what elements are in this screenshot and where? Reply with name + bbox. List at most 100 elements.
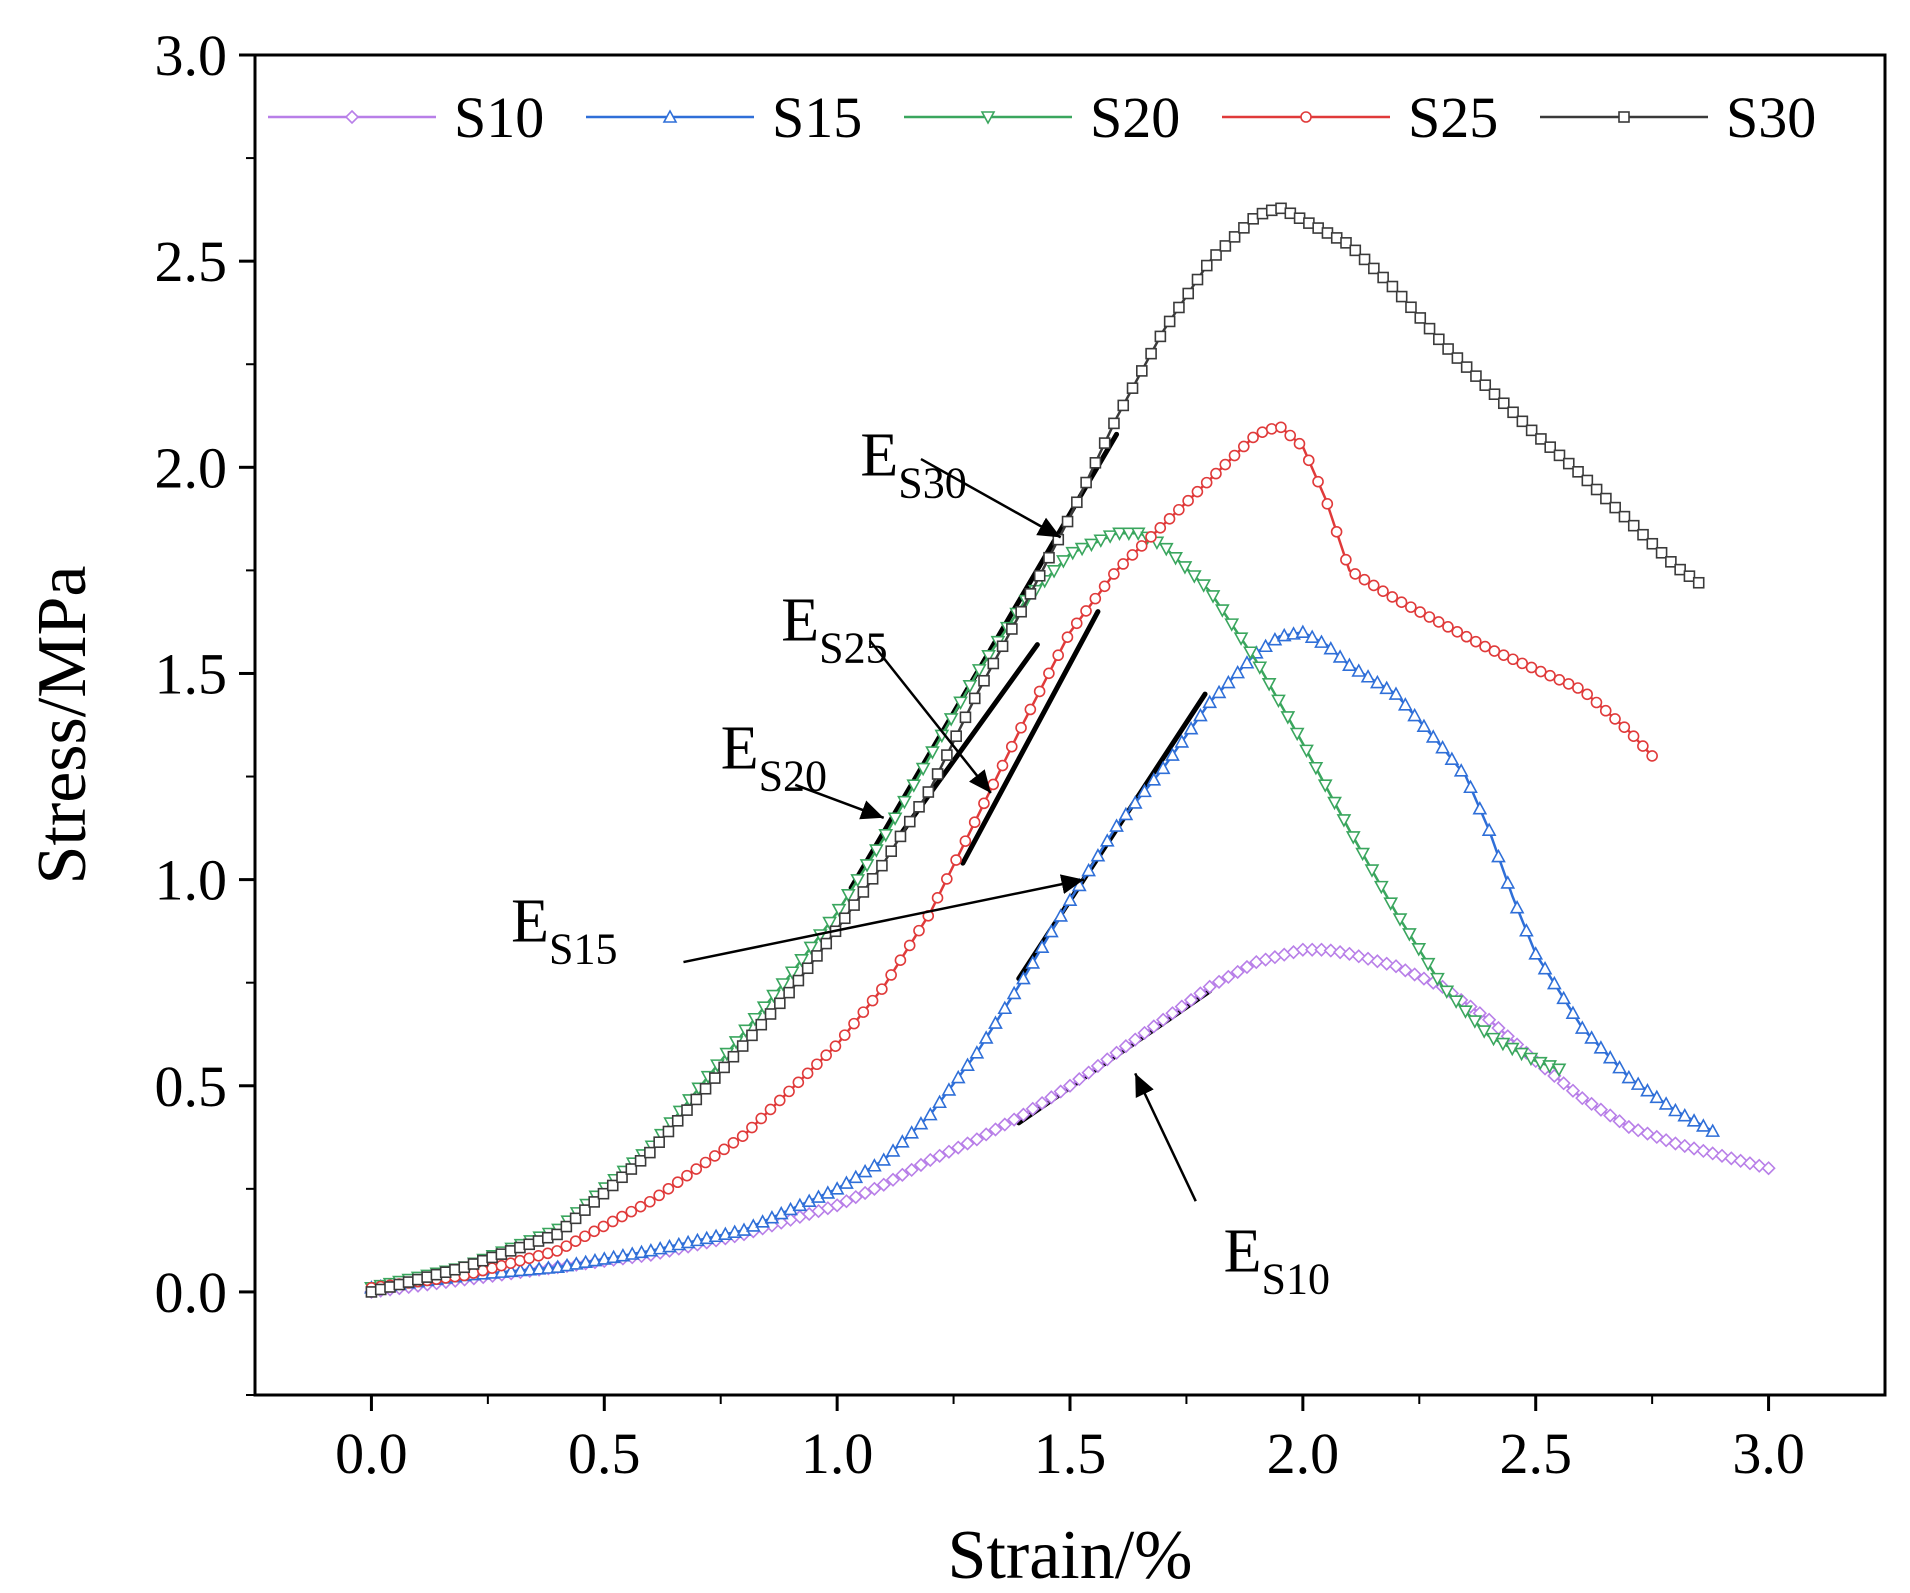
data-point: [894, 954, 907, 966]
data-point: [1228, 231, 1241, 243]
data-point: [541, 1260, 556, 1274]
data-point: [1327, 796, 1342, 811]
data-point: [690, 1163, 703, 1175]
data-point: [1043, 667, 1055, 680]
data-point: [859, 859, 875, 873]
data-point: [1481, 822, 1497, 836]
annotation-label-s15: ES15: [511, 887, 617, 973]
data-point: [709, 1072, 721, 1084]
data-point: [1265, 423, 1278, 435]
data-point: [1433, 333, 1445, 346]
data-point: [1600, 492, 1612, 505]
data-point: [1109, 1045, 1124, 1060]
legend-item-s20: S20: [904, 85, 1180, 150]
data-point: [1430, 972, 1445, 987]
data-point: [913, 1116, 929, 1130]
data-point: [783, 1085, 795, 1098]
data-point: [1631, 1123, 1646, 1138]
data-point: [1183, 992, 1199, 1008]
data-point: [1546, 975, 1562, 990]
data-point: [1528, 946, 1544, 960]
data-point: [1267, 631, 1283, 646]
data-point: [1065, 546, 1081, 561]
data-point: [1025, 955, 1041, 969]
data-point: [1098, 580, 1111, 593]
data-point: [1332, 945, 1348, 960]
data-point: [1472, 801, 1488, 815]
data-point: [783, 1201, 798, 1216]
data-point: [1330, 525, 1343, 538]
legend-label: S10: [454, 85, 544, 150]
y-tick-label: 3.0: [155, 23, 228, 88]
data-point: [803, 941, 819, 956]
data-point: [746, 1029, 758, 1042]
data-point: [1386, 280, 1399, 293]
data-point: [1163, 315, 1176, 328]
data-point: [951, 1140, 966, 1155]
data-point: [1451, 352, 1464, 364]
data-point: [1006, 623, 1018, 635]
data-point: [727, 1050, 740, 1063]
data-point: [1299, 744, 1314, 759]
data-point: [531, 1261, 547, 1275]
data-point: [671, 1176, 684, 1189]
data-point: [1275, 421, 1287, 434]
data-point: [1367, 579, 1380, 592]
data-point: [1033, 685, 1046, 698]
data-point: [736, 1222, 752, 1236]
data-point: [913, 924, 925, 937]
data-point: [811, 950, 823, 962]
data-point: [1562, 457, 1575, 470]
data-point: [1414, 606, 1426, 618]
data-point: [878, 829, 894, 843]
data-point: [1071, 496, 1083, 509]
data-point: [764, 1008, 777, 1020]
data-point: [838, 1029, 851, 1041]
data-point: [709, 1150, 721, 1162]
data-point: [811, 1058, 823, 1071]
data-point: [1136, 365, 1148, 377]
annotation-main: E: [1224, 1217, 1262, 1285]
data-point: [523, 1252, 535, 1265]
data-point: [1674, 563, 1686, 576]
data-point: [1220, 674, 1236, 689]
data-point: [1395, 290, 1408, 303]
data-point: [1572, 466, 1584, 478]
data-point: [1323, 943, 1338, 958]
data-point: [1442, 621, 1454, 633]
data-point: [1239, 959, 1255, 975]
data-point: [1243, 646, 1258, 660]
data-point: [1317, 779, 1333, 793]
x-tick-label: 0.5: [568, 1421, 641, 1486]
data-point: [885, 845, 898, 857]
data-point: [943, 713, 959, 727]
data-point: [1146, 1019, 1161, 1034]
data-point: [1090, 848, 1106, 862]
data-point: [1349, 568, 1361, 580]
data-point: [1304, 629, 1320, 643]
legend-marker: [662, 109, 678, 123]
data-point: [978, 797, 990, 810]
data-point: [978, 674, 990, 687]
data-point: [690, 1093, 703, 1106]
data-point: [1173, 503, 1185, 516]
data-point: [1109, 818, 1124, 832]
legend-marker: [980, 111, 996, 125]
data-point: [932, 1094, 947, 1109]
x-tick-label: 2.0: [1267, 1421, 1340, 1486]
data-point: [1182, 494, 1194, 507]
data-point: [736, 1130, 749, 1143]
data-point: [1238, 222, 1250, 234]
data-point: [1332, 649, 1348, 663]
data-point: [830, 1198, 845, 1213]
data-point: [923, 1152, 938, 1168]
data-point: [1612, 1114, 1627, 1129]
data-point: [588, 1196, 600, 1208]
data-point: [1724, 1151, 1739, 1166]
data-point: [1276, 627, 1292, 642]
data-point: [1108, 417, 1120, 430]
data-point: [792, 1197, 808, 1212]
data-point: [1128, 1032, 1143, 1047]
data-point: [1090, 1058, 1106, 1074]
